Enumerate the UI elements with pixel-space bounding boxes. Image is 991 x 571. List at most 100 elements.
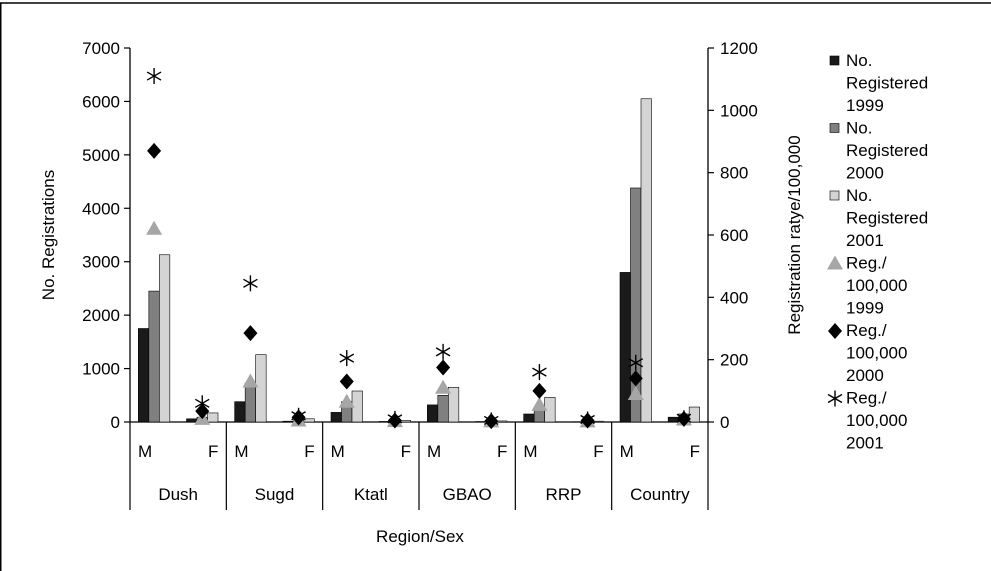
- legend-item: Reg./ 100,000 2001: [827, 389, 907, 453]
- legend-label: 2001: [846, 434, 884, 453]
- bar: [159, 254, 171, 423]
- sex-label: F: [304, 442, 314, 461]
- bar: [448, 386, 460, 423]
- region-label: Dush: [158, 485, 198, 504]
- marker-asterisk: [243, 275, 258, 292]
- marker-triangle: [146, 220, 163, 235]
- marker-diamond: [147, 142, 162, 159]
- y-tick-label: 7000: [82, 39, 120, 58]
- tick-labels: 0 1000 2000 3000 4000 5000 6000 7000 0 200 400 600 8…: [82, 39, 758, 432]
- y2-tick-label: 600: [720, 226, 748, 245]
- bar: [138, 328, 150, 423]
- bar: [378, 421, 390, 423]
- marker-asterisk: [146, 68, 162, 85]
- marker-triangle: [338, 393, 355, 408]
- region-label: Sugd: [255, 485, 295, 504]
- y-tick-label: 3000: [82, 253, 120, 272]
- bar: [244, 382, 256, 423]
- legend-label: 100,000: [846, 276, 907, 295]
- bar: [255, 354, 267, 423]
- y-tick-label: 6000: [82, 92, 120, 111]
- legend-label: No.: [846, 51, 872, 70]
- sex-label: F: [497, 442, 507, 461]
- y-axis-title: No. Registrations: [39, 170, 58, 300]
- y-tick-label: 0: [111, 413, 120, 432]
- legend-label: Reg./: [846, 389, 887, 408]
- legend: No. Registered 1999 No. Registered 2000 No. Reg…: [827, 51, 928, 453]
- bar: [330, 412, 342, 423]
- bar: [667, 416, 679, 423]
- marker-asterisk: [628, 354, 644, 371]
- legend-label: Registered: [846, 209, 928, 228]
- legend-label: 2000: [846, 366, 884, 385]
- marker-asterisk: [291, 407, 306, 424]
- marker-diamond: [339, 373, 354, 390]
- region-label: GBAO: [443, 485, 492, 504]
- legend-label: Reg./: [846, 321, 887, 340]
- legend-label: 100,000: [846, 344, 907, 363]
- marker-triangle: [435, 379, 452, 394]
- marker-diamond: [532, 382, 547, 399]
- sex-label: F: [401, 442, 411, 461]
- marker-triangle: [531, 396, 548, 411]
- marker-asterisk: [532, 364, 547, 381]
- bar: [282, 420, 294, 423]
- legend-label: Registered: [846, 141, 928, 160]
- marker-asterisk: [387, 410, 403, 427]
- legend-item: Reg./ 100,000 2000: [828, 321, 907, 385]
- markers: [146, 68, 692, 430]
- y2-axis-title: Registration ratye/100,000: [785, 135, 804, 334]
- marker-asterisk: [580, 411, 595, 428]
- bar: [303, 418, 315, 423]
- y2-tick-label: 800: [720, 164, 748, 183]
- legend-label: No.: [846, 186, 872, 205]
- y-tick-label: 1000: [82, 360, 120, 379]
- legend-item: No. Registered 2001: [829, 186, 928, 250]
- marker-triangle: [242, 373, 259, 388]
- sex-label: F: [208, 442, 218, 461]
- legend-label: 1999: [846, 96, 884, 115]
- sex-label: M: [620, 442, 634, 461]
- sex-label: F: [593, 442, 603, 461]
- marker-asterisk: [827, 390, 843, 407]
- legend-swatch: [829, 55, 840, 66]
- legend-label: Registered: [846, 74, 928, 93]
- y2-tick-label: 1000: [720, 101, 758, 120]
- y2-tick-label: 1200: [720, 39, 758, 58]
- marker-diamond: [243, 325, 258, 342]
- sex-label: M: [427, 442, 441, 461]
- y2-tick-label: 200: [720, 351, 748, 370]
- marker-asterisk: [194, 395, 210, 412]
- sex-label: M: [523, 442, 537, 461]
- bar: [234, 401, 246, 423]
- legend-label: 2001: [846, 231, 884, 250]
- legend-label: 2000: [846, 164, 884, 183]
- region-label: RRP: [546, 485, 582, 504]
- legend-item: No. Registered 2000: [829, 119, 928, 183]
- bar: [592, 420, 604, 423]
- bar: [437, 394, 449, 423]
- marker-triangle: [627, 385, 644, 400]
- sex-label: M: [331, 442, 345, 461]
- x-axis-title: Region/Sex: [376, 527, 464, 546]
- legend-label: Reg./: [846, 254, 887, 273]
- bar: [148, 290, 160, 423]
- region-label: Country: [630, 485, 690, 504]
- legend-label: 1999: [846, 299, 884, 318]
- y2-tick-label: 0: [720, 413, 729, 432]
- region-label: Ktatl: [354, 485, 388, 504]
- sex-label: M: [138, 442, 152, 461]
- marker-diamond: [628, 370, 643, 387]
- y-tick-label: 5000: [82, 146, 120, 165]
- y2-tick-label: 400: [720, 288, 748, 307]
- marker-diamond: [436, 359, 451, 376]
- bar: [427, 404, 439, 423]
- y-tick-label: 4000: [82, 199, 120, 218]
- marker-asterisk: [483, 412, 499, 429]
- marker-asterisk: [676, 410, 692, 427]
- legend-item: Reg./ 100,000 1999: [827, 254, 907, 318]
- bar: [186, 418, 198, 423]
- marker-asterisk: [435, 343, 451, 360]
- legend-swatch: [829, 123, 840, 133]
